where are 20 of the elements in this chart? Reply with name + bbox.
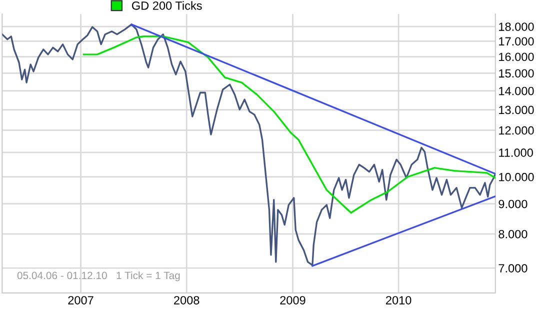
x-tick-label: 2008 <box>174 296 200 304</box>
line-series <box>2 24 496 266</box>
y-tick-label: 7.000 <box>498 264 528 272</box>
y-tick-label: 11.000 <box>499 148 533 157</box>
y-tick-label: 9.000 <box>498 200 528 208</box>
y-tick-label: 12.000 <box>499 126 534 135</box>
legend-label: GD 200 Ticks <box>132 1 202 10</box>
x-tick-label: 2010 <box>386 296 412 304</box>
x-tick-label: 2009 <box>280 296 306 304</box>
y-tick-label: 18.000 <box>499 22 534 31</box>
y-tick-label: 16.000 <box>499 52 534 62</box>
y-tick-label: 10.000 <box>499 172 534 182</box>
annotation: 05.04.06 - 01.12.10 1 Tick = 1 Tag <box>17 271 180 282</box>
y-tick-label: 17.000 <box>499 37 534 46</box>
x-tick-label: 2007 <box>68 296 94 304</box>
y-tick-label: 8.000 <box>498 230 528 238</box>
y-tick-label: 14.000 <box>499 86 534 96</box>
y-tick-label: 15.000 <box>499 69 534 78</box>
y-tick-label: 13.000 <box>499 106 534 114</box>
line-series <box>82 36 496 214</box>
